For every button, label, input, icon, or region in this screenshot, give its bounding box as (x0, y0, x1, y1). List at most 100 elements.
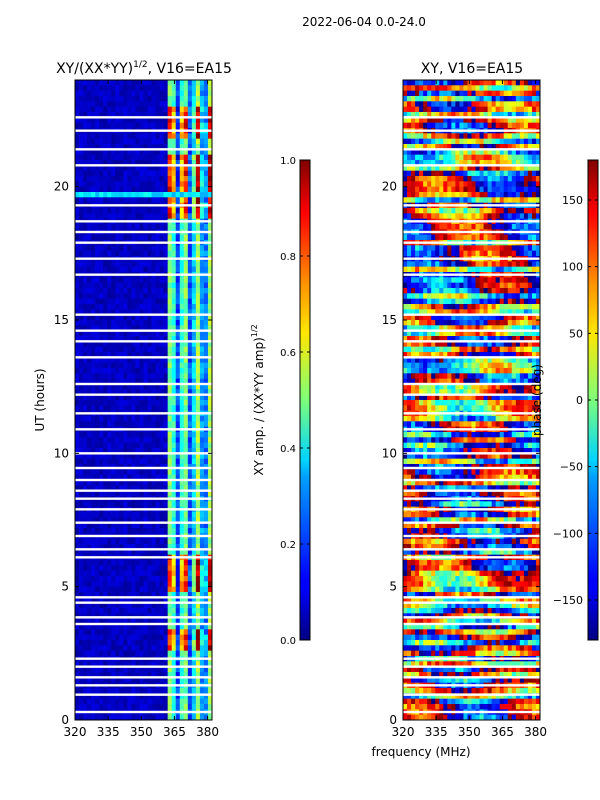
heatmap-cell (191, 309, 197, 316)
heatmap-cell (103, 544, 108, 550)
heatmap-cell (467, 186, 473, 193)
heatmap-cell (99, 650, 104, 657)
heatmap-cell (431, 117, 436, 124)
heatmap-cell (179, 586, 185, 593)
heatmap-cell (455, 154, 461, 161)
heatmap-cell (95, 90, 100, 97)
heatmap-cell (415, 133, 420, 140)
heatmap-cell (83, 576, 88, 582)
heatmap-cell (123, 346, 128, 353)
heatmap-cell (163, 170, 169, 177)
heatmap-cell (511, 181, 517, 188)
heatmap-cell (139, 346, 145, 353)
heatmap-cell (123, 586, 128, 593)
heatmap-cell (103, 538, 108, 545)
heatmap-cell (535, 192, 540, 198)
heatmap-cell (111, 330, 116, 337)
heatmap-cell (419, 160, 424, 166)
heatmap-cell (191, 405, 197, 412)
heatmap-cell (183, 693, 189, 700)
heatmap-cell (139, 394, 145, 401)
heatmap-cell (143, 661, 149, 668)
heatmap-cell (463, 80, 469, 86)
heatmap-cell (107, 352, 112, 358)
heatmap-cell (175, 314, 181, 321)
heatmap-cell (79, 314, 84, 321)
heatmap-cell (95, 362, 100, 369)
heatmap-cell (467, 112, 473, 118)
heatmap-cell (183, 320, 189, 326)
heatmap-cell (135, 357, 141, 364)
heatmap-cell (75, 176, 80, 182)
heatmap-cell (191, 352, 197, 358)
heatmap-cell (171, 117, 177, 124)
heatmap-cell (111, 661, 116, 668)
heatmap-cell (95, 490, 100, 497)
heatmap-cell (527, 144, 533, 150)
heatmap-cell (203, 389, 209, 396)
heatmap-cell (523, 192, 529, 198)
heatmap-cell (159, 309, 165, 316)
heatmap-cell (163, 362, 169, 369)
heatmap-cell (151, 597, 157, 604)
heatmap-cell (207, 245, 212, 252)
heatmap-cell (179, 298, 185, 305)
heatmap-cell (207, 405, 212, 412)
heatmap-cell (151, 544, 157, 550)
heatmap-cell (183, 336, 189, 342)
heatmap-cell (131, 101, 137, 108)
heatmap-cell (103, 608, 108, 614)
heatmap-cell (135, 469, 141, 476)
heatmap-cell (503, 112, 509, 118)
heatmap-cell (115, 90, 120, 97)
heatmap-cell (159, 693, 165, 700)
heatmap-cell (87, 570, 92, 577)
heatmap-cell (191, 261, 197, 268)
heatmap-cell (155, 480, 161, 486)
heatmap-cell (95, 336, 100, 342)
heatmap-cell (507, 90, 513, 97)
heatmap-cell (107, 650, 112, 657)
heatmap-cell (419, 85, 424, 92)
heatmap-cell (75, 501, 80, 508)
heatmap-cell (487, 197, 493, 204)
heatmap-cell (179, 101, 185, 108)
heatmap-cell (123, 672, 128, 678)
heatmap-cell (171, 357, 177, 364)
heatmap-cell (111, 117, 116, 124)
heatmap-cell (531, 160, 537, 166)
heatmap-cell (423, 112, 428, 118)
heatmap-cell (115, 96, 120, 102)
heatmap-cell (95, 325, 100, 332)
heatmap-cell (131, 325, 137, 332)
heatmap-cell (159, 538, 165, 545)
heatmap-cell (131, 586, 137, 593)
heatmap-cell (531, 80, 537, 86)
heatmap-cell (135, 538, 141, 545)
heatmap-cell (191, 288, 197, 294)
heatmap-cell (143, 186, 149, 193)
heatmap-cell (439, 101, 444, 108)
heatmap-cell (203, 501, 209, 508)
heatmap-cell (163, 181, 169, 188)
heatmap-cell (115, 405, 120, 412)
heatmap-cell (103, 560, 108, 566)
heatmap-cell (127, 122, 133, 129)
heatmap-cell (199, 650, 205, 657)
heatmap-cell (463, 112, 469, 118)
heatmap-cell (491, 90, 497, 97)
heatmap-cell (119, 122, 124, 129)
heatmap-cell (171, 528, 177, 534)
heatmap-cell (131, 176, 137, 182)
heatmap-cell (79, 160, 84, 166)
heatmap-cell (191, 192, 197, 198)
heatmap-cell (155, 277, 161, 284)
heatmap-cell (83, 234, 88, 241)
heatmap-cell (135, 677, 141, 684)
heatmap-cell (87, 634, 92, 641)
heatmap-cell (171, 389, 177, 396)
heatmap-cell (151, 197, 157, 204)
heatmap-cell (75, 138, 80, 145)
heatmap-cell (147, 538, 153, 545)
heatmap-cell (87, 277, 92, 284)
